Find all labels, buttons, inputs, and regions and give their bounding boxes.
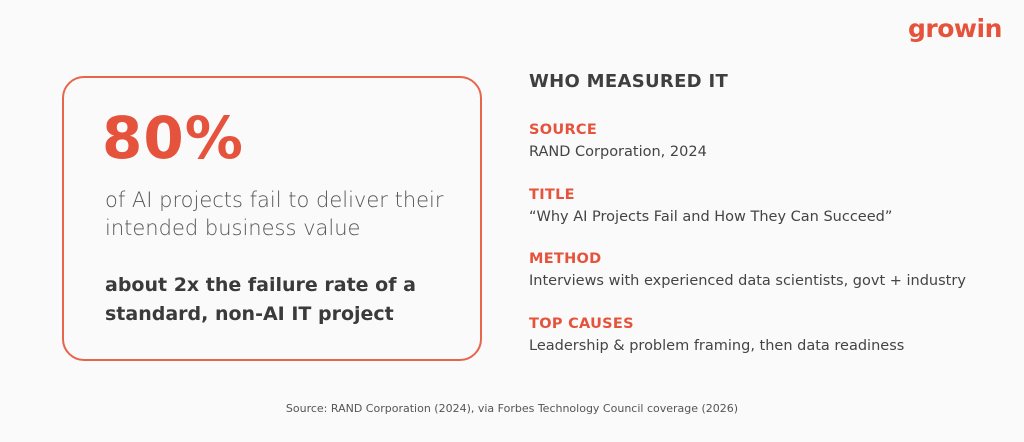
stat-card: 80% of AI projects fail to deliver their… [62,76,482,361]
section-title: WHO MEASURED IT [529,71,729,92]
detail-value: RAND Corporation, 2024 [529,144,707,160]
stat-number: 80% [102,104,244,172]
detail-label: TOP CAUSES [529,316,634,332]
source-footnote: Source: RAND Corporation (2024), via For… [285,402,739,415]
detail-label: SOURCE [529,122,598,138]
detail-title: TITLE “Why AI Projects Fail and How They… [529,186,892,227]
detail-label: TITLE [529,187,575,203]
detail-value: Leadership & problem framing, then data … [529,338,905,354]
stat-description: of AI projects fail to deliver their int… [105,188,444,240]
detail-source: SOURCE RAND Corporation, 2024 [529,121,707,162]
detail-value: “Why AI Projects Fail and How They Can S… [529,209,893,225]
detail-method: METHOD Interviews with experienced data … [529,250,966,291]
detail-value: Interviews with experienced data scienti… [529,273,966,289]
detail-label: METHOD [529,251,602,267]
stat-comparison: about 2x the failure rate of a standard,… [105,274,416,325]
detail-top-causes: TOP CAUSES Leadership & problem framing,… [529,315,904,356]
growin-logo: growin [908,14,1002,43]
